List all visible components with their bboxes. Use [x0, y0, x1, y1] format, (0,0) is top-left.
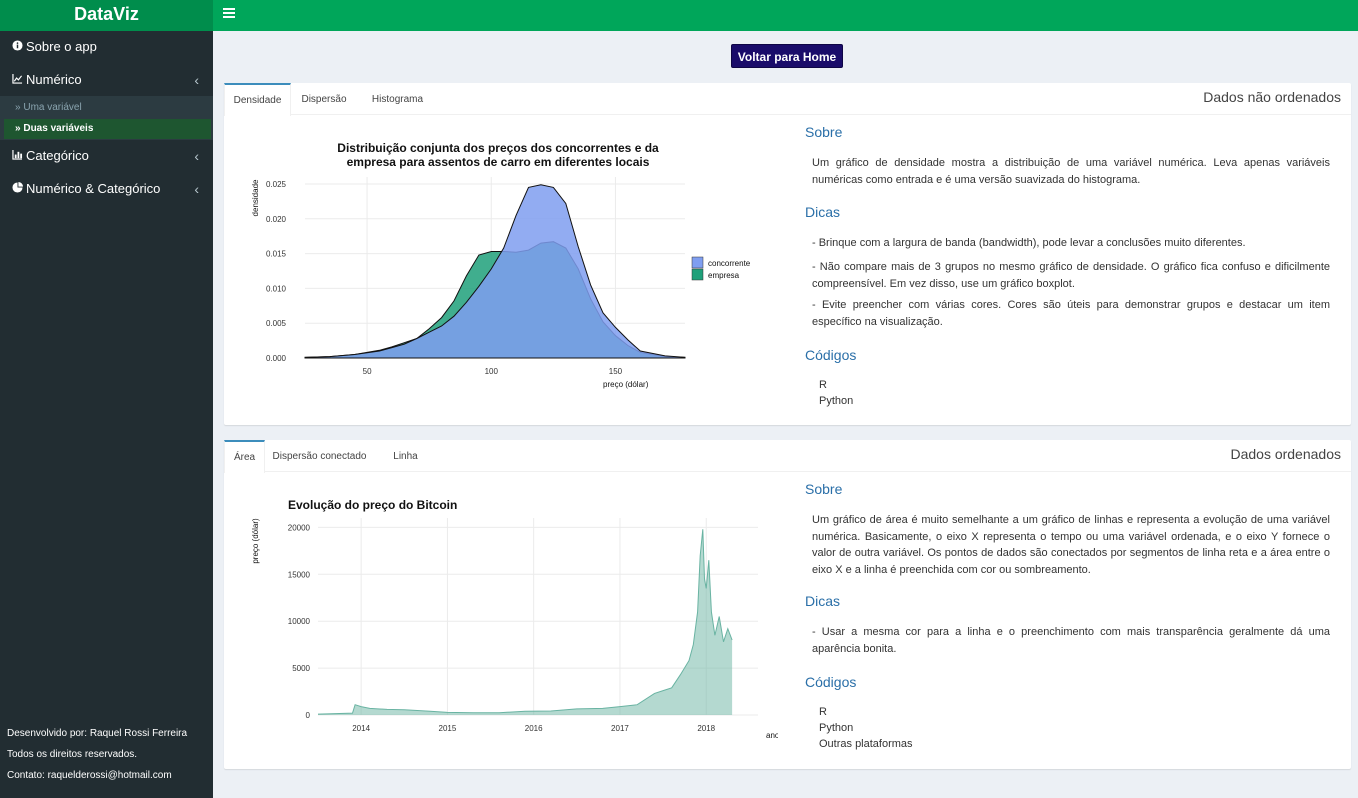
sidebar-item-categorico[interactable]: Categórico ‹ [0, 140, 213, 172]
dicas-heading: Dicas [805, 204, 841, 220]
price-area [318, 529, 733, 715]
subitem-uma-variavel[interactable]: » Uma variável [0, 98, 213, 118]
chart-title: Evolução do preço do Bitcoin [288, 498, 457, 512]
numerico-submenu: » Uma variável » Duas variáveis [0, 96, 213, 140]
sidebar-item-label: Categórico [26, 148, 89, 163]
sobre-heading: Sobre [805, 124, 843, 140]
bitcoin-area-chart: 0 5000 10000 15000 20000 2014 2015 2016 2017 2018… [251, 498, 778, 740]
hamburger-menu-icon[interactable] [223, 8, 235, 22]
pie-chart-icon [12, 174, 24, 206]
tab-histograma[interactable]: Histograma [371, 94, 424, 105]
y-tick-label: 5000 [292, 664, 310, 673]
sidebar: Sobre o app Numérico ‹ » Uma variável » … [0, 31, 213, 798]
subitem-label: Uma variável [23, 102, 82, 113]
code-link-r[interactable]: R [819, 379, 827, 391]
y-tick-label: 10000 [288, 617, 311, 626]
y-tick-label: 20000 [288, 523, 311, 532]
y-tick-label: 0 [306, 711, 311, 720]
box-title: Dados não ordenados [1203, 89, 1341, 105]
footer-rights: Todos os direitos reservados. [7, 749, 138, 760]
price-line [317, 529, 733, 715]
tab-dispersao[interactable]: Dispersão [301, 94, 347, 105]
sidebar-item-numerico-categorico[interactable]: Numérico & Categórico ‹ [0, 173, 213, 205]
code-link-outras[interactable]: Outras plataformas [819, 738, 913, 750]
dica-item: - Evite preencher com várias cores. Core… [812, 299, 1330, 328]
dica-item: - Não compare mais de 3 grupos no mesmo … [812, 261, 1330, 290]
codigos-heading: Códigos [805, 347, 857, 363]
box-title: Dados ordenados [1230, 446, 1341, 462]
sidebar-item-label: Numérico [26, 72, 82, 87]
sobre-text: Um gráfico de área é muito semelhante a … [812, 514, 1330, 576]
info-circle-icon [12, 32, 24, 64]
y-tick-label: 15000 [288, 570, 311, 579]
tab-dispersao-conectado[interactable]: Dispersão conectado [272, 451, 367, 462]
subitem-label: Duas variáveis [23, 123, 94, 134]
x-axis-label: preço (dólar) [603, 380, 649, 389]
dica-item: - Usar a mesma cor para a linha e o pree… [812, 626, 1330, 655]
tab-bar: Densidade Dispersão Histograma [224, 83, 1351, 116]
y-tick-label: 0.025 [266, 180, 287, 189]
app-logo[interactable]: DataViz [0, 0, 213, 31]
chevron-left-icon: ‹ [194, 181, 199, 197]
sidebar-item-label: Numérico & Categórico [26, 181, 161, 196]
double-chevron-right-icon: » [15, 102, 21, 113]
y-tick-label: 0.010 [266, 284, 287, 293]
legend-key-concorrente [691, 256, 704, 269]
y-tick-label: 0.000 [266, 354, 287, 363]
footer-developer: Desenvolvido por: Raquel Rossi Ferreira [7, 728, 188, 739]
x-tick-label: 2014 [352, 724, 370, 733]
x-tick-label: 2016 [525, 724, 543, 733]
sidebar-item-label: Sobre o app [26, 39, 97, 54]
code-link-r[interactable]: R [819, 706, 827, 718]
chevron-left-icon: ‹ [194, 148, 199, 164]
x-axis-label: ano [766, 731, 778, 740]
x-tick-label: 100 [485, 367, 499, 376]
tab-densidade[interactable]: Densidade [224, 83, 291, 116]
y-tick-label: 0.020 [266, 215, 287, 224]
ordered-data-box: Área Dispersão conectado Linha Dados ord… [224, 440, 1351, 769]
line-chart-icon [12, 65, 24, 97]
y-tick-label: 0.015 [266, 250, 287, 259]
legend-label: empresa [708, 271, 740, 280]
sobre-heading: Sobre [805, 481, 843, 497]
x-tick-label: 2018 [697, 724, 715, 733]
x-tick-label: 2017 [611, 724, 629, 733]
subitem-duas-variaveis[interactable]: » Duas variáveis [4, 119, 211, 139]
chart-title: empresa para assentos de carro em difere… [347, 155, 650, 169]
legend-label: concorrente [708, 259, 751, 268]
tab-area[interactable]: Área [224, 440, 265, 473]
x-tick-label: 2015 [439, 724, 457, 733]
density-chart: 0.000 0.005 0.010 0.015 0.020 0.025 50 100 150 Di… [251, 141, 751, 389]
sidebar-item-numerico[interactable]: Numérico ‹ [0, 64, 213, 96]
code-link-python[interactable]: Python [819, 722, 854, 734]
legend-key-empresa [691, 268, 704, 281]
y-axis-label: densidade [251, 179, 260, 216]
home-button[interactable]: Voltar para Home [731, 44, 843, 68]
y-axis-label: preço (dólar) [251, 518, 260, 564]
x-tick-label: 150 [609, 367, 623, 376]
chart-title: Distribuição conjunta dos preços dos con… [337, 141, 659, 155]
y-tick-label: 0.005 [266, 319, 287, 328]
codigos-heading: Códigos [805, 674, 857, 690]
chevron-left-icon: ‹ [194, 72, 199, 88]
sobre-text: Um gráfico de densidade mostra a distrib… [812, 157, 1330, 186]
dica-item: - Brinque com a largura de banda (bandwi… [812, 237, 1246, 249]
bar-chart-icon [12, 141, 24, 173]
tab-bar: Área Dispersão conectado Linha [224, 440, 1351, 473]
density-area-concorrente [304, 184, 686, 359]
dicas-heading: Dicas [805, 593, 841, 609]
top-navbar [213, 0, 1358, 31]
unordered-data-box: Densidade Dispersão Histograma Dados não… [224, 83, 1351, 425]
x-tick-label: 50 [363, 367, 372, 376]
sidebar-item-sobre[interactable]: Sobre o app [0, 31, 213, 63]
double-chevron-right-icon: » [15, 123, 21, 134]
code-link-python[interactable]: Python [819, 395, 854, 407]
tab-linha[interactable]: Linha [393, 451, 418, 462]
footer-contact: Contato: raquelderossi@hotmail.com [7, 770, 172, 781]
